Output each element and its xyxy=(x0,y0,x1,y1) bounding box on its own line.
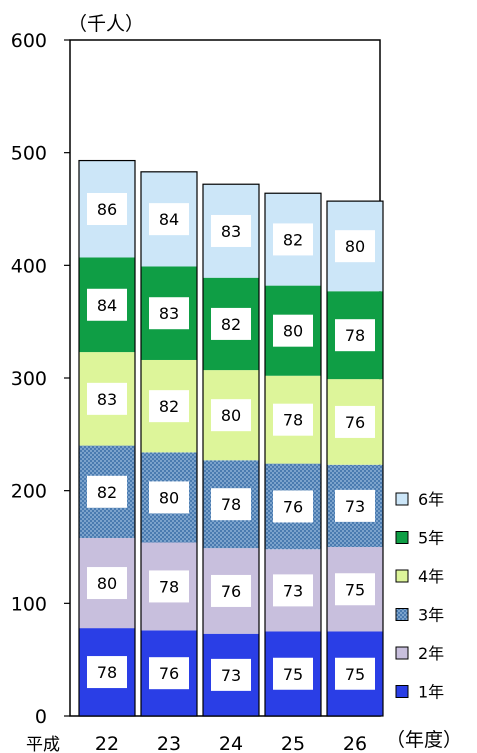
value-label-bg xyxy=(273,490,313,523)
value-label: 76 xyxy=(221,582,241,601)
value-label-bg xyxy=(149,481,189,514)
value-label-bg xyxy=(273,314,313,347)
value-label-bg xyxy=(335,573,375,606)
legend-swatch xyxy=(395,646,409,660)
value-label-bg xyxy=(149,297,189,330)
legend-label: 6年 xyxy=(418,490,444,509)
legend-label: 4年 xyxy=(418,567,444,586)
legend-label: 3年 xyxy=(418,606,444,625)
value-label-bg xyxy=(149,203,189,236)
value-label: 84 xyxy=(97,296,117,315)
value-label: 73 xyxy=(221,666,241,685)
value-label: 82 xyxy=(283,230,303,249)
value-label: 80 xyxy=(97,574,117,593)
value-label-bg xyxy=(273,223,313,256)
value-label-bg xyxy=(149,390,189,423)
legend-swatch xyxy=(395,685,409,698)
x-tick-label: 26 xyxy=(343,733,367,753)
y-tick-label: 300 xyxy=(11,368,47,390)
value-label-bg xyxy=(335,405,375,438)
value-label: 86 xyxy=(97,200,117,219)
value-label-bg xyxy=(211,574,251,607)
value-label: 80 xyxy=(221,406,241,425)
x-axis-label: （年度） xyxy=(386,729,462,751)
value-label: 80 xyxy=(283,322,303,341)
legend-swatch xyxy=(395,492,409,506)
value-label-bg xyxy=(273,657,313,690)
bar-outline xyxy=(202,183,260,717)
value-label-bg xyxy=(335,319,375,352)
value-label: 78 xyxy=(221,495,241,514)
value-label-bg xyxy=(211,488,251,521)
value-label-bg xyxy=(87,475,127,508)
y-tick-label: 600 xyxy=(11,30,47,52)
value-label-bg xyxy=(149,570,189,603)
value-label-bg xyxy=(149,657,189,690)
value-label: 78 xyxy=(345,326,365,345)
legend-swatch xyxy=(395,531,409,544)
value-label: 73 xyxy=(283,581,303,600)
x-tick-label: 25 xyxy=(281,733,305,753)
legend-label: 1年 xyxy=(418,683,444,702)
value-label-bg xyxy=(87,567,127,600)
bar-outline xyxy=(140,171,198,717)
legend-swatch xyxy=(395,569,409,583)
value-label-bg xyxy=(87,382,127,415)
bar-outline xyxy=(326,200,384,717)
value-label: 76 xyxy=(283,497,303,516)
y-tick-label: 500 xyxy=(11,143,47,165)
legend-swatch xyxy=(395,608,409,621)
value-label: 73 xyxy=(345,497,365,516)
value-label-bg xyxy=(335,230,375,263)
unit-label: （千人） xyxy=(68,13,144,35)
value-label: 75 xyxy=(345,665,365,684)
value-label-bg xyxy=(273,403,313,436)
x-tick-label: 22 xyxy=(95,733,119,753)
value-label-bg xyxy=(87,288,127,321)
value-label-bg xyxy=(211,399,251,432)
value-label: 78 xyxy=(283,411,303,430)
x-tick-label: 23 xyxy=(157,733,181,753)
value-label-bg xyxy=(87,193,127,225)
value-label: 82 xyxy=(159,397,179,416)
value-label: 76 xyxy=(159,664,179,683)
value-label-bg xyxy=(335,489,375,522)
value-label-bg xyxy=(273,574,313,607)
y-tick-label: 0 xyxy=(35,706,47,728)
y-tick-label: 100 xyxy=(11,593,47,615)
value-label: 82 xyxy=(221,315,241,334)
value-label-bg xyxy=(87,656,127,689)
value-label-bg xyxy=(211,658,251,691)
bar-outline xyxy=(78,159,136,717)
value-label: 76 xyxy=(345,413,365,432)
x-prefix-label: 平成 xyxy=(26,735,60,753)
value-label: 78 xyxy=(97,663,117,682)
legend-label: 2年 xyxy=(418,644,444,663)
value-label: 83 xyxy=(159,304,179,323)
value-label: 80 xyxy=(159,488,179,507)
value-label: 75 xyxy=(283,665,303,684)
value-label: 80 xyxy=(345,237,365,256)
bar-outline xyxy=(264,192,322,717)
value-label: 83 xyxy=(97,390,117,409)
value-label-bg xyxy=(335,657,375,690)
value-label: 83 xyxy=(221,222,241,241)
y-tick-label: 400 xyxy=(11,255,47,277)
y-tick-label: 200 xyxy=(11,481,47,503)
legend-label: 5年 xyxy=(418,529,444,548)
value-label: 82 xyxy=(97,483,117,502)
value-label-bg xyxy=(211,214,251,247)
value-label: 75 xyxy=(345,580,365,599)
value-label: 78 xyxy=(159,577,179,596)
value-label: 84 xyxy=(159,210,179,229)
value-label-bg xyxy=(211,307,251,340)
x-tick-label: 24 xyxy=(219,733,243,753)
